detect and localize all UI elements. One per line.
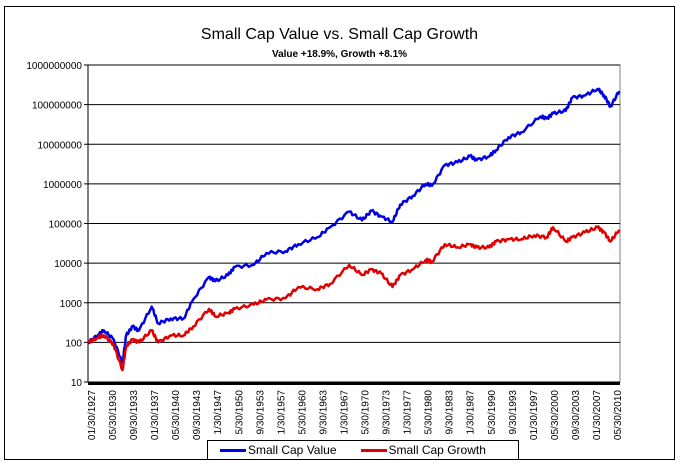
y-tick-label: 1000000000	[26, 61, 82, 72]
x-tick-label: 5/30/1970	[361, 390, 372, 435]
x-tick-label: 1/30/1977	[403, 390, 414, 435]
x-tick-label: 9/30/1983	[445, 390, 456, 435]
x-tick-label: 09/30/2003	[571, 390, 582, 440]
legend-item-value: Small Cap Value	[220, 443, 337, 457]
legend-swatch	[360, 448, 387, 452]
x-tick-label: 05/30/2000	[550, 390, 561, 440]
series-line-value	[87, 87, 621, 365]
x-tick-label: 9/30/1973	[382, 390, 393, 435]
x-tick-label: 5/30/1950	[234, 390, 245, 435]
y-tick-label: 10000000	[38, 140, 83, 151]
x-tick-label: 01/30/2007	[592, 390, 603, 440]
x-tick-label: 1/30/1957	[276, 390, 287, 435]
x-tick-label: 09/30/1933	[129, 390, 140, 440]
x-tick-label: 05/30/1940	[171, 390, 182, 440]
x-tick-label: 5/30/1990	[487, 390, 498, 435]
x-tick-label: 05/30/2010	[613, 390, 624, 440]
y-tick-label: 10	[71, 378, 83, 389]
legend-label: Small Cap Value	[248, 443, 337, 457]
legend-label: Small Cap Growth	[388, 443, 486, 457]
x-tick-label: 1/30/1947	[213, 390, 224, 435]
x-tick-label: 5/30/1960	[297, 390, 308, 435]
chart-title: Small Cap Value vs. Small Cap Growth	[200, 26, 479, 43]
y-tick-label: 1000000	[43, 180, 82, 191]
x-tick-label: 9/30/1963	[318, 390, 329, 435]
legend-item-growth: Small Cap Growth	[360, 443, 486, 457]
x-tick-label: 05/30/1930	[108, 390, 119, 440]
x-axis	[88, 382, 620, 385]
legend-swatch	[220, 448, 246, 452]
x-tick-label: 01/30/1927	[87, 390, 98, 440]
x-tick-label: 01/30/1937	[150, 390, 161, 440]
x-tick-label: 5/30/1980	[424, 390, 435, 435]
y-tick-label: 100	[65, 338, 82, 349]
y-tick-label: 1000	[60, 299, 83, 310]
x-tick-label: 09/30/1943	[192, 390, 203, 440]
chart-subtitle: Value +18.9%, Growth +8.1%	[271, 49, 408, 60]
x-tick-label: 9/30/1993	[508, 390, 519, 435]
y-tick-label: 10000	[54, 259, 82, 270]
y-tick-label: 100000000	[32, 101, 82, 112]
y-tick-label: 100000	[49, 220, 83, 231]
x-tick-label: 01/30/1997	[529, 390, 540, 440]
series-line-growth	[87, 225, 621, 372]
legend: Small Cap Value Small Cap Growth	[207, 440, 519, 460]
x-tick-label: 9/30/1953	[255, 390, 266, 435]
x-tick-label: 1/30/1967	[339, 390, 350, 435]
x-tick-label: 1/30/1987	[466, 390, 477, 435]
